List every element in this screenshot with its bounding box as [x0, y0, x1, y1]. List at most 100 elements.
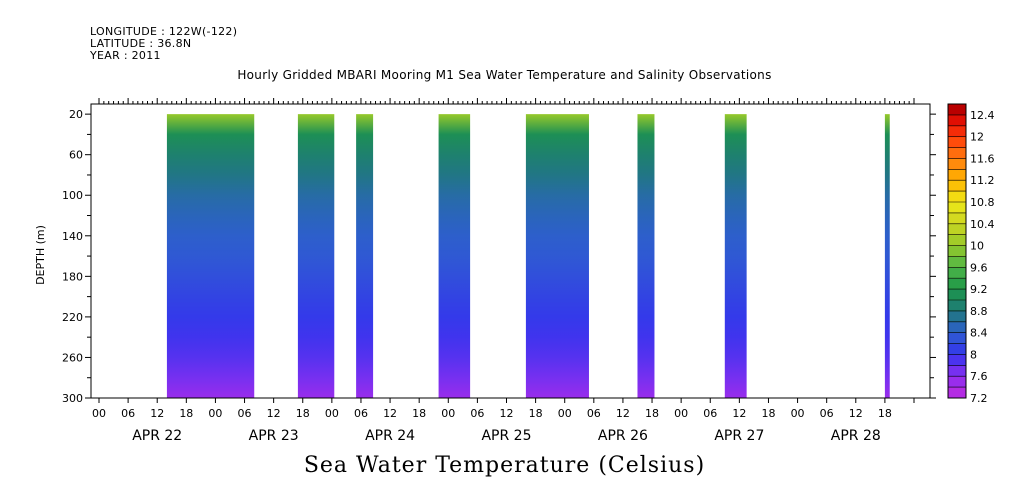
colorbar-swatch — [948, 321, 966, 334]
colorbar-label: 8.8 — [970, 305, 988, 318]
x-day-label: APR 26 — [598, 428, 648, 444]
colorbar-swatch — [948, 158, 966, 170]
colorbar-label: 12 — [970, 131, 984, 144]
data-column — [637, 114, 655, 398]
colorbar-swatch — [948, 267, 966, 279]
colorbar-swatch — [948, 212, 966, 225]
plot-frame — [90, 103, 931, 399]
colorbar-swatch — [948, 180, 966, 192]
x-day-label: APR 27 — [714, 428, 764, 444]
x-hour-label: 06 — [121, 407, 135, 420]
x-hour-label: 12 — [150, 407, 164, 420]
x-hour-label: 18 — [179, 407, 193, 420]
data-column — [166, 114, 255, 398]
x-hour-label: 18 — [761, 407, 775, 420]
x-hour-label: 12 — [616, 407, 630, 420]
x-hour-label: 00 — [558, 407, 572, 420]
longitude-label: LONGITUDE : 122W(-122) — [90, 25, 238, 38]
x-hour-label: 00 — [92, 407, 106, 420]
colorbar-label: 7.2 — [970, 392, 988, 405]
x-hour-label: 06 — [470, 407, 484, 420]
colorbar-swatch — [948, 310, 966, 323]
x-day-label: APR 23 — [249, 428, 299, 444]
colorbar-label: 10.4 — [970, 218, 995, 231]
colorbar-swatch — [948, 202, 966, 214]
data-column — [297, 114, 335, 398]
x-day-label: APR 28 — [831, 428, 881, 444]
x-day-label: APR 25 — [481, 428, 531, 444]
colorbar-swatch — [948, 223, 966, 236]
colorbar-swatch — [948, 278, 966, 290]
colorbar-swatch — [948, 104, 966, 116]
x-hour-label: 00 — [791, 407, 805, 420]
y-tick-label: 100 — [62, 189, 83, 202]
data-column — [884, 114, 890, 398]
x-hour-label: 06 — [703, 407, 717, 420]
x-day-label: APR 22 — [132, 428, 182, 444]
x-hour-label: 00 — [674, 407, 688, 420]
x-hour-label: 06 — [238, 407, 252, 420]
colorbar-swatch — [948, 256, 966, 268]
y-tick-label: 140 — [62, 230, 83, 243]
x-hour-label: 12 — [500, 407, 514, 420]
colorbar-label: 12.4 — [970, 109, 995, 122]
year-label: YEAR : 2011 — [90, 49, 161, 62]
x-hour-label: 06 — [354, 407, 368, 420]
colorbar-label: 8.4 — [970, 327, 988, 340]
colorbar-swatch — [948, 289, 966, 301]
colorbar-swatch — [948, 300, 966, 312]
colorbar-swatch — [948, 125, 966, 138]
colorbar-swatch — [948, 114, 966, 127]
plot-area — [166, 114, 890, 398]
colorbar-label: 10.8 — [970, 196, 995, 209]
data-column — [724, 114, 747, 398]
data-column — [438, 114, 471, 398]
x-hour-label: 12 — [732, 407, 746, 420]
colorbar-swatch — [948, 332, 966, 345]
x-hour-label: 00 — [441, 407, 455, 420]
colorbar-swatch — [948, 136, 966, 149]
x-hour-label: 00 — [325, 407, 339, 420]
y-tick-label: 300 — [62, 392, 83, 405]
y-axis-title: DEPTH (m) — [34, 225, 47, 285]
colorbar-swatch — [948, 245, 966, 257]
colorbar-swatch — [948, 365, 966, 377]
y-tick-label: 180 — [62, 270, 83, 283]
colorbar-swatch — [948, 343, 966, 355]
colorbar-swatch — [948, 376, 966, 388]
y-tick-label: 220 — [62, 311, 83, 324]
y-tick-label: 60 — [69, 149, 83, 162]
data-column — [525, 114, 589, 398]
colorbar-label: 11.2 — [970, 174, 995, 187]
x-hour-label: 18 — [412, 407, 426, 420]
colorbar-label: 10 — [970, 240, 984, 253]
x-hour-label: 18 — [296, 407, 310, 420]
colorbar-swatch — [948, 191, 966, 203]
colorbar-label: 9.6 — [970, 261, 988, 274]
y-tick-label: 20 — [69, 108, 83, 121]
x-hour-label: 18 — [529, 407, 543, 420]
x-hour-label: 06 — [587, 407, 601, 420]
x-hour-label: 00 — [208, 407, 222, 420]
x-hour-label: 18 — [645, 407, 659, 420]
colorbar-swatch — [948, 147, 966, 159]
x-hour-label: 12 — [383, 407, 397, 420]
colorbar-swatch — [948, 354, 966, 366]
x-hour-label: 18 — [878, 407, 892, 420]
colorbar-label: 8 — [970, 348, 977, 361]
y-tick-label: 260 — [62, 351, 83, 364]
colorbar-label: 7.6 — [970, 370, 988, 383]
x-axis-title: Sea Water Temperature (Celsius) — [303, 453, 706, 478]
chart-title: Hourly Gridded MBARI Mooring M1 Sea Wate… — [237, 68, 772, 82]
colorbar-label: 11.6 — [970, 152, 995, 165]
colorbar: 12.4 12 11.6 11.2 10.8 10.4 10 9.6 9.2 8.8 8.4 8 7.6… — [947, 103, 995, 405]
colorbar-label: 9.2 — [970, 283, 988, 296]
latitude-label: LATITUDE : 36.8N — [90, 37, 192, 50]
colorbar-swatch — [948, 387, 966, 399]
x-day-label: APR 24 — [365, 428, 415, 444]
data-column — [356, 114, 374, 398]
x-hour-label: 06 — [820, 407, 834, 420]
axis-labels: 20 60 100 140 180 220 260 300 00 06 12 18 00 06 12 18 00… — [62, 108, 892, 444]
x-hour-label: 12 — [267, 407, 281, 420]
